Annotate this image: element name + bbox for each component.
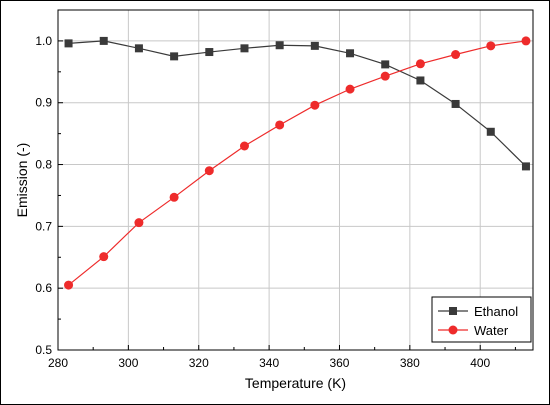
data-point-water	[239, 141, 249, 151]
data-point-ethanol	[310, 41, 319, 50]
data-point-ethanol	[205, 48, 214, 57]
data-point-water	[204, 166, 214, 176]
data-point-water	[275, 120, 285, 130]
legend-marker-ethanol	[449, 307, 457, 315]
series-line-ethanol	[68, 40, 527, 167]
data-point-water	[415, 59, 425, 69]
data-point-water	[380, 71, 390, 81]
x-tick-label: 360	[329, 356, 349, 370]
data-point-ethanol	[275, 41, 284, 50]
data-point-water	[169, 192, 179, 202]
data-point-water	[451, 50, 461, 60]
y-tick-label: 0.7	[35, 219, 52, 233]
axis-ticks: 280 300 320 340 360 380 400 0.5 0.6 0.7 0.8 0.9 1.0	[35, 34, 516, 370]
legend: Ethanol Water	[431, 296, 532, 343]
y-tick-label: 1.0	[35, 34, 52, 48]
data-point-ethanol	[170, 52, 179, 61]
x-tick-label: 320	[189, 356, 209, 370]
data-point-water	[99, 252, 109, 262]
grid	[58, 10, 533, 350]
data-point-ethanol	[521, 162, 530, 171]
data-point-water	[521, 36, 531, 46]
legend-box	[431, 296, 532, 343]
x-tick-label: 300	[118, 356, 138, 370]
plot-area	[57, 9, 534, 351]
data-point-water	[64, 280, 74, 290]
y-tick-label: 0.6	[35, 281, 52, 295]
x-tick-label: 280	[48, 356, 68, 370]
x-tick-label: 340	[259, 356, 279, 370]
data-point-water	[345, 84, 355, 94]
legend-marker-water	[448, 325, 458, 335]
y-tick-label: 0.9	[35, 96, 52, 110]
x-tick-label: 380	[400, 356, 420, 370]
y-axis-title: Emission (-)	[14, 143, 30, 218]
data-point-ethanol	[451, 99, 460, 108]
legend-label-water: Water	[474, 323, 509, 338]
x-tick-label: 400	[470, 356, 490, 370]
legend-item-water: Water	[438, 323, 509, 338]
data-point-ethanol	[99, 36, 108, 45]
data-point-ethanol	[346, 49, 355, 58]
data-point-ethanol	[416, 76, 425, 85]
data-point-ethanol	[381, 60, 390, 69]
series-line-water	[68, 40, 527, 286]
data-point-ethanol	[240, 44, 249, 53]
legend-item-ethanol: Ethanol	[438, 304, 518, 319]
data-point-ethanol	[64, 39, 73, 48]
data-point-water	[310, 100, 320, 110]
legend-label-ethanol: Ethanol	[474, 304, 518, 319]
y-tick-label: 0.5	[35, 343, 52, 357]
data-point-ethanol	[134, 44, 143, 53]
data-point-water	[486, 41, 496, 51]
y-tick-label: 0.8	[35, 158, 52, 172]
x-axis-title: Temperature (K)	[245, 375, 346, 391]
data-point-water	[134, 218, 144, 228]
series-layer	[64, 36, 531, 290]
data-point-ethanol	[486, 127, 495, 136]
